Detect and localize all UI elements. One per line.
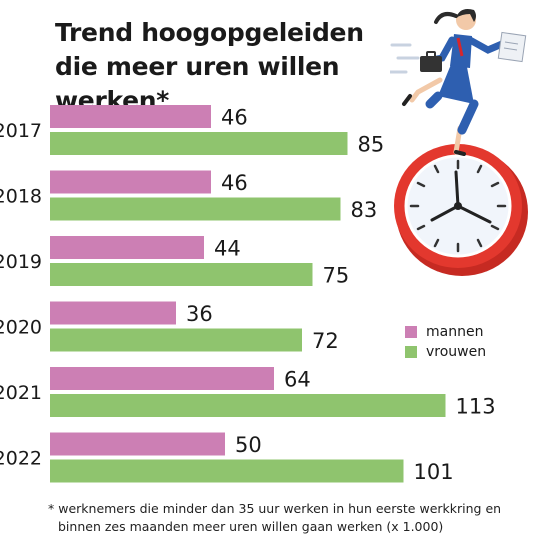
footnote: * werknemers die minder dan 35 uur werke… <box>48 500 528 536</box>
papers-icon <box>497 31 527 63</box>
category-label-2022: 2022 <box>0 448 42 470</box>
data-label-vrouwen-2017: 85 <box>358 133 385 157</box>
legend-swatch-mannen <box>405 326 417 338</box>
bar-mannen-2017 <box>50 105 211 128</box>
legend-item-vrouwen: vrouwen <box>405 342 486 362</box>
data-label-vrouwen-2021: 113 <box>456 395 496 419</box>
data-label-mannen-2019: 44 <box>214 237 241 261</box>
bar-mannen-2019 <box>50 236 204 259</box>
bar-vrouwen-2022 <box>50 459 404 483</box>
data-label-mannen-2022: 50 <box>235 433 262 457</box>
data-label-vrouwen-2018: 83 <box>351 198 378 222</box>
bar-mannen-2022 <box>50 432 225 456</box>
legend-label-mannen: mannen <box>426 324 484 340</box>
data-label-mannen-2017: 46 <box>221 106 248 130</box>
bar-vrouwen-2019 <box>50 263 313 286</box>
legend-label-vrouwen: vrouwen <box>426 344 487 360</box>
footnote-line-2: binnen zes maanden meer uren willen gaan… <box>58 519 444 534</box>
data-label-vrouwen-2019: 75 <box>323 264 350 288</box>
bar-mannen-2018 <box>50 170 211 194</box>
data-label-vrouwen-2020: 72 <box>312 329 339 353</box>
footnote-line-1: * werknemers die minder dan 35 uur werke… <box>48 501 502 516</box>
chart-title: Trend hoogopgeleiden die meer uren wille… <box>55 18 364 115</box>
category-label-2019: 2019 <box>0 251 42 273</box>
businesswoman-running-on-clock-illustration <box>390 9 528 276</box>
speed-lines-icon <box>390 43 420 74</box>
data-label-mannen-2018: 46 <box>221 171 248 195</box>
alarm-clock-icon <box>394 144 528 276</box>
legend: mannen vrouwen <box>405 322 486 362</box>
bar-mannen-2020 <box>50 301 176 325</box>
category-label-2021: 2021 <box>0 382 42 404</box>
bar-mannen-2021 <box>50 367 274 390</box>
bar-vrouwen-2020 <box>50 328 302 352</box>
bar-vrouwen-2021 <box>50 394 446 417</box>
legend-item-mannen: mannen <box>405 322 486 342</box>
woman-figure-icon <box>402 9 508 156</box>
briefcase-icon <box>420 51 442 72</box>
bar-vrouwen-2018 <box>50 197 341 221</box>
data-label-mannen-2020: 36 <box>186 302 213 326</box>
data-label-vrouwen-2022: 101 <box>414 460 454 484</box>
legend-swatch-vrouwen <box>405 346 417 358</box>
data-label-mannen-2021: 64 <box>284 368 311 392</box>
category-label-2018: 2018 <box>0 186 42 208</box>
category-label-2017: 2017 <box>0 120 42 142</box>
bar-vrouwen-2017 <box>50 132 348 155</box>
